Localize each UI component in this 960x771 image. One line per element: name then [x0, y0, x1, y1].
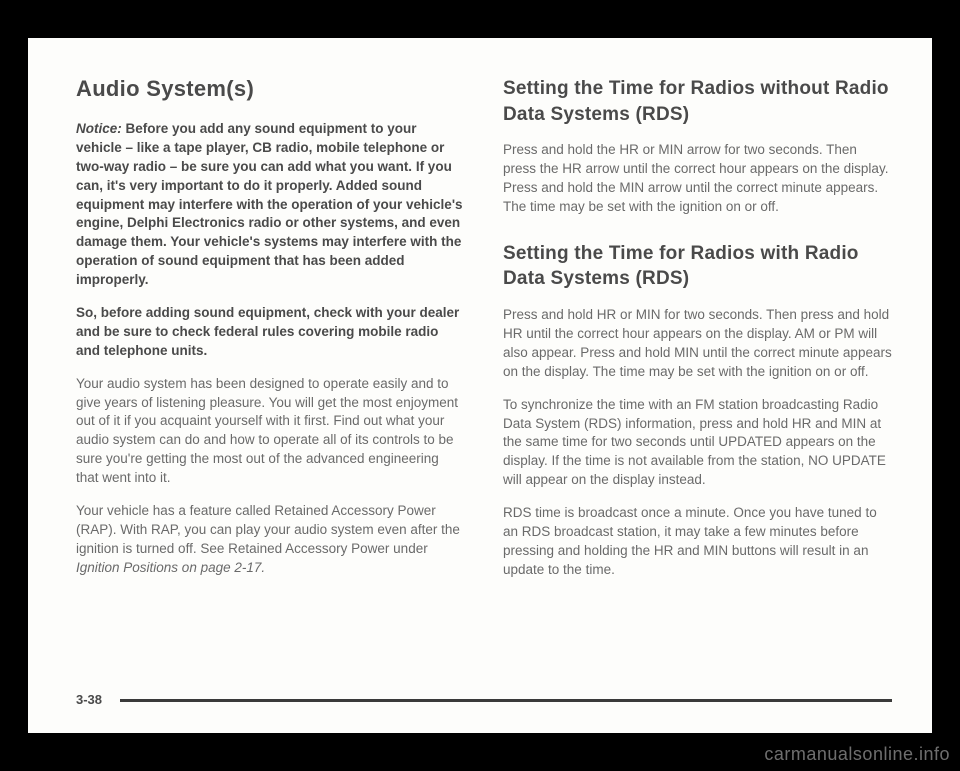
without-rds-para: Press and hold the HR or MIN arrow for t… — [503, 141, 892, 217]
body-para-2a: Your vehicle has a feature called Retain… — [76, 503, 460, 556]
notice-label: Notice: — [76, 121, 122, 136]
body-para-1: Your audio system has been designed to o… — [76, 375, 465, 488]
watermark: carmanualsonline.info — [764, 744, 950, 765]
setting-time-with-rds-heading: Setting the Time for Radios with Radio D… — [503, 241, 892, 292]
left-column: Audio System(s) Notice: Before you add a… — [76, 76, 465, 594]
with-rds-para-2: To synchronize the time with an FM stati… — [503, 396, 892, 490]
with-rds-para-1: Press and hold HR or MIN for two seconds… — [503, 306, 892, 382]
manual-page: Audio System(s) Notice: Before you add a… — [28, 38, 932, 733]
notice-text: Before you add any sound equipment to yo… — [76, 121, 463, 287]
bold-advisory: So, before adding sound equipment, check… — [76, 304, 465, 361]
column-container: Audio System(s) Notice: Before you add a… — [76, 76, 892, 594]
body-para-2-italic: Ignition Positions on page 2-17. — [76, 560, 265, 575]
body-para-2: Your vehicle has a feature called Retain… — [76, 502, 465, 578]
page-number: 3-38 — [76, 692, 102, 707]
horizontal-rule — [120, 699, 892, 702]
notice-paragraph: Notice: Before you add any sound equipme… — [76, 120, 465, 290]
audio-systems-heading: Audio System(s) — [76, 76, 465, 102]
right-column: Setting the Time for Radios without Radi… — [503, 76, 892, 594]
setting-time-without-rds-heading: Setting the Time for Radios without Radi… — [503, 76, 892, 127]
with-rds-para-3: RDS time is broadcast once a minute. Onc… — [503, 504, 892, 580]
